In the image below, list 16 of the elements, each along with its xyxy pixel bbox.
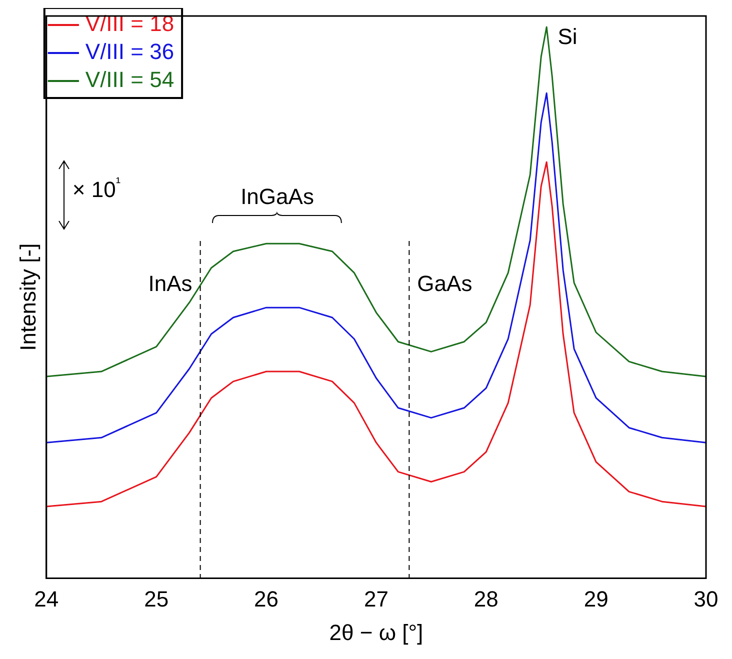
- x-tick-label: 25: [144, 586, 169, 612]
- x-tick-label: 30: [694, 586, 718, 612]
- legend-label: V/III = 54: [85, 67, 174, 92]
- ref-line-label: InAs: [148, 271, 192, 296]
- ref-line-label: GaAs: [417, 271, 472, 296]
- annotation: InGaAs: [240, 184, 314, 209]
- legend-label: V/III = 36: [85, 39, 174, 64]
- x-tick-label: 27: [364, 586, 388, 612]
- x-tick-label: 26: [254, 586, 279, 612]
- x-tick-label: 28: [474, 586, 498, 612]
- legend-label: V/III = 18: [85, 11, 174, 36]
- x-tick-label: 24: [34, 586, 59, 612]
- y-axis-title: Intensity [-]: [15, 243, 40, 351]
- x-axis-title: 2θ − ω [°]: [329, 620, 424, 645]
- annotation: Si: [558, 24, 578, 49]
- x-tick-label: 29: [584, 586, 608, 612]
